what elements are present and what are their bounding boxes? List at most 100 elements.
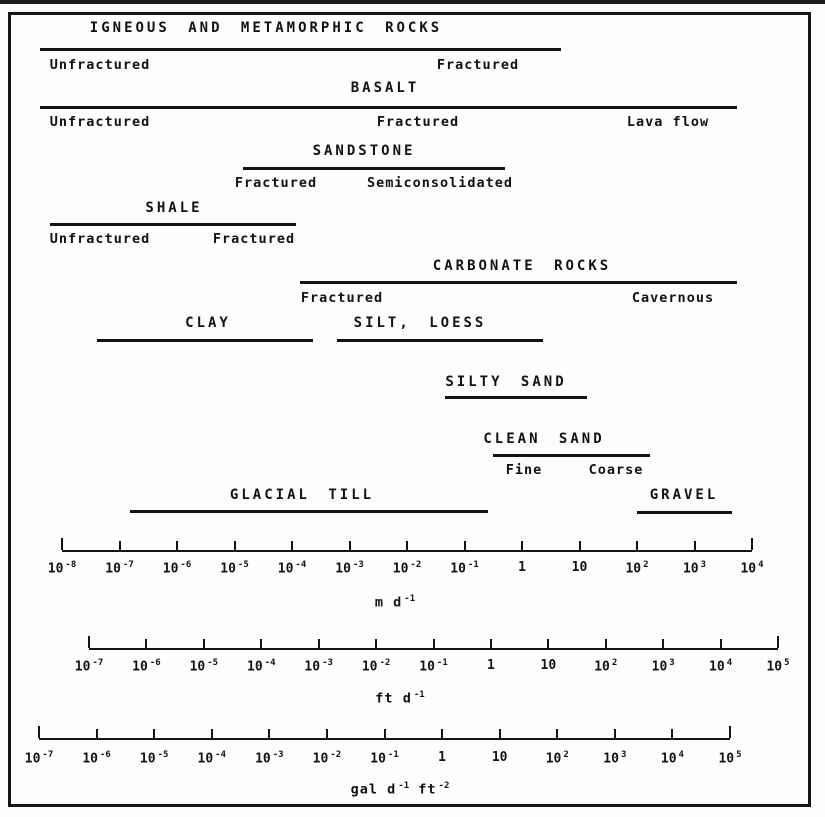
scale-tick-mark xyxy=(95,729,98,738)
scale-tick-mark xyxy=(268,729,271,738)
formation-title: IGNEOUS AND METAMORPHIC ROCKS xyxy=(89,20,443,36)
qualifier-label: Fractured xyxy=(234,175,318,191)
scale-tick-label: 10 -2 xyxy=(361,658,391,675)
qualifier-label: Fractured xyxy=(376,114,460,130)
scale-tick-mark xyxy=(751,538,753,550)
scale-tick-mark xyxy=(604,639,607,648)
scale-tick-label: 10 -4 xyxy=(197,750,227,767)
formation-title: SILT, LOESS xyxy=(353,315,487,331)
formation-range-bar xyxy=(40,106,737,109)
scale-tick-mark xyxy=(556,729,559,738)
scale-tick-label: 10 xyxy=(491,750,508,765)
scale-tick-mark xyxy=(547,639,550,648)
formation-range-bar xyxy=(637,511,732,514)
scale-tick-label: 10 -7 xyxy=(74,658,104,675)
scale-tick-mark xyxy=(383,729,386,738)
scale-tick-label: 10 -3 xyxy=(304,658,333,675)
scale-tick-mark xyxy=(375,639,378,648)
scale-tick-mark xyxy=(61,538,63,550)
scale-tick-label: 10 -7 xyxy=(24,750,54,767)
qualifier-label: Fractured xyxy=(436,57,520,73)
formation-range-bar xyxy=(445,396,587,399)
scale-tick-mark xyxy=(348,541,351,550)
formation-title: CARBONATE ROCKS xyxy=(432,258,612,274)
scale-tick-mark xyxy=(489,639,492,648)
scale-axis-line xyxy=(62,550,752,552)
scale-tick-mark xyxy=(260,639,263,648)
formation-title: BASALT xyxy=(350,80,420,96)
scale-tick-mark xyxy=(662,639,665,648)
scale-tick-label: 10 -1 xyxy=(370,750,399,767)
scale-tick-mark xyxy=(202,639,205,648)
scale-tick-mark xyxy=(463,541,466,550)
scale-tick-mark xyxy=(693,541,696,550)
scale-unit-label: ft d -1 xyxy=(375,690,425,707)
scale-tick-label: 10 -4 xyxy=(277,560,307,577)
qualifier-label: Unfractured xyxy=(49,57,151,73)
scale-tick-label: 10 -7 xyxy=(105,560,134,577)
scale-unit-label: gal d -1 ft -2 xyxy=(350,781,450,798)
qualifier-label: Lava flow xyxy=(626,114,710,130)
formation-range-bar xyxy=(300,281,737,284)
scale-tick-mark xyxy=(578,541,581,550)
formation-title: CLEAN SAND xyxy=(483,431,605,447)
scale-tick-mark xyxy=(210,729,213,738)
scale-tick-mark xyxy=(432,639,435,648)
scale-tick-mark xyxy=(729,726,731,738)
qualifier-label: Coarse xyxy=(588,462,644,478)
scan-edge-line xyxy=(0,0,825,4)
scale-tick-label: 10 -1 xyxy=(419,658,448,675)
formation-range-bar xyxy=(40,48,561,51)
scale-tick-label: 10 xyxy=(540,658,557,673)
scale-tick-mark xyxy=(145,639,148,648)
qualifier-label: Fine xyxy=(505,462,543,478)
scale-tick-mark xyxy=(719,639,722,648)
scale-tick-mark xyxy=(38,726,40,738)
formation-range-bar xyxy=(337,339,543,342)
scale-tick-mark xyxy=(498,729,501,738)
formation-title: GRAVEL xyxy=(649,487,719,503)
scale-tick-label: 10 -6 xyxy=(82,750,111,767)
formation-title: SANDSTONE xyxy=(312,143,416,159)
scale-tick-label: 10 -5 xyxy=(189,658,219,675)
qualifier-label: Unfractured xyxy=(49,231,151,247)
scale-tick-mark xyxy=(613,729,616,738)
scale-tick-mark xyxy=(521,541,523,550)
scale-tick-mark xyxy=(88,636,90,648)
scale-tick-label: 10 -2 xyxy=(392,560,422,577)
qualifier-label: Semiconsolidated xyxy=(366,175,514,191)
qualifier-label: Cavernous xyxy=(631,290,715,306)
qualifier-label: Fractured xyxy=(300,290,384,306)
scale-tick-label: 10 -1 xyxy=(450,560,479,577)
formation-range-bar xyxy=(50,223,296,226)
scale-unit-label: m d -1 xyxy=(374,594,416,611)
scale-tick-label: 10 4 xyxy=(740,560,764,577)
scale-tick-mark xyxy=(317,639,320,648)
scale-tick-label: 10 xyxy=(571,560,588,575)
chart-border-frame xyxy=(8,12,811,807)
scale-tick-mark xyxy=(636,541,638,550)
scale-tick-label: 10 2 xyxy=(545,750,569,767)
scale-tick-label: 1 xyxy=(438,750,446,765)
formation-title: GLACIAL TILL xyxy=(229,487,375,503)
scale-tick-label: 10 4 xyxy=(709,658,733,675)
scale-tick-label: 10 3 xyxy=(682,560,707,577)
scale-tick-label: 10 -6 xyxy=(132,658,161,675)
scale-tick-label: 10 -6 xyxy=(162,560,192,577)
scale-tick-label: 10 -3 xyxy=(335,560,364,577)
scale-tick-mark xyxy=(406,541,408,550)
scale-tick-label: 10 -3 xyxy=(255,750,284,767)
scale-tick-label: 10 2 xyxy=(625,560,649,577)
formation-title: SILTY SAND xyxy=(445,374,567,390)
formation-range-bar xyxy=(493,454,650,457)
formation-range-bar xyxy=(130,510,488,513)
scale-tick-label: 10 5 xyxy=(718,750,742,767)
scale-tick-mark xyxy=(671,729,674,738)
scale-tick-mark xyxy=(176,541,178,550)
scale-tick-mark xyxy=(325,729,328,738)
scale-axis-line xyxy=(39,738,730,740)
scale-tick-label: 1 xyxy=(518,560,526,575)
scale-tick-label: 10 3 xyxy=(603,750,627,767)
scale-tick-label: 10 3 xyxy=(651,658,675,675)
